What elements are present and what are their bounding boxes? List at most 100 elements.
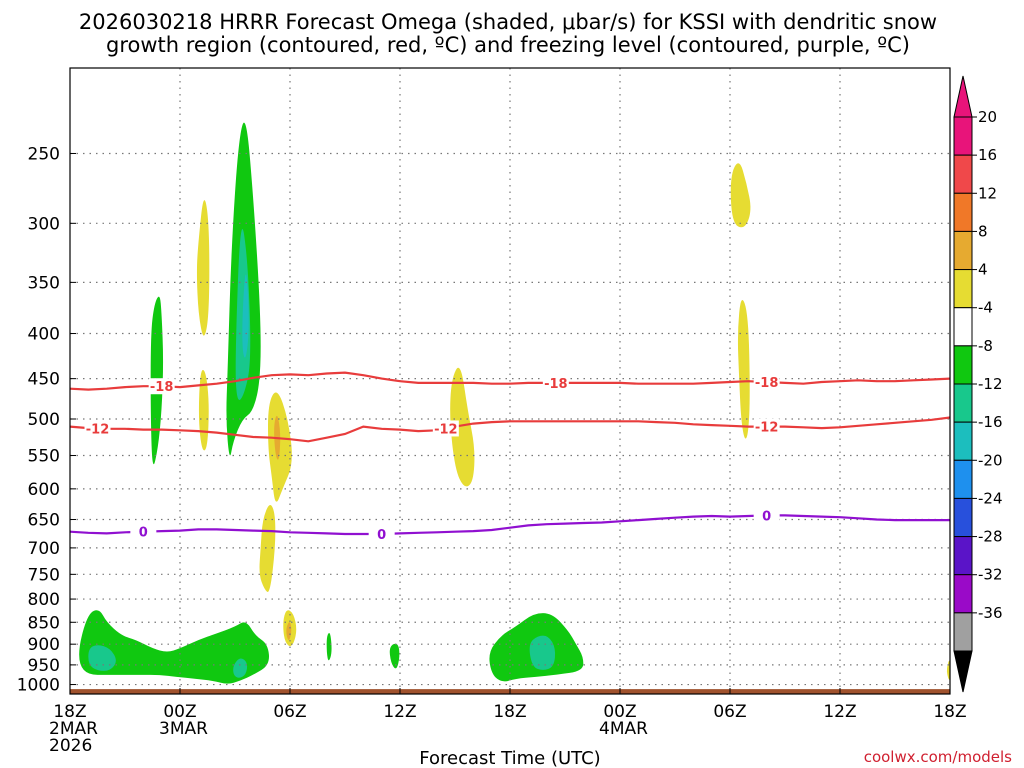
contour-line: [69, 416, 951, 443]
colorbar-bin: [953, 421, 973, 461]
contour-label-bg: [432, 420, 459, 437]
contour-label: -12: [755, 421, 779, 436]
omega-region-green-hh0-9: [79, 610, 270, 684]
colorbar-top-arrow: [953, 75, 973, 118]
x-tick-label: 2MAR: [49, 719, 98, 739]
omega-region-yellow-hh21: [450, 367, 475, 487]
colorbar-bin: [953, 116, 973, 156]
temperature-contours: -18 -18 -18 -12 -12 -12 0 0 0: [69, 371, 951, 543]
colorbar-bin: [953, 269, 973, 309]
contour-label: -12: [434, 422, 458, 437]
colorbar-label: -24: [978, 489, 1003, 507]
x-tick-label: 18Z: [933, 702, 966, 722]
colorbar-label: -36: [978, 604, 1003, 622]
omega-region-yellow-hh37-upper: [730, 163, 751, 228]
colorbar-bin: [953, 345, 973, 385]
contour-line: [69, 371, 951, 391]
contour-label-bg: [753, 507, 780, 524]
contour-label: -12: [86, 422, 110, 437]
contour-label: -18: [150, 380, 174, 395]
contour-label: -18: [544, 377, 568, 392]
y-tick-label: 700: [28, 539, 60, 559]
colorbar-label: 8: [978, 222, 988, 240]
y-tick-label: 350: [28, 273, 60, 293]
omega-region-yellow-hh37-mid: [737, 300, 750, 439]
y-tick-label: 900: [28, 635, 60, 655]
contour-label: 0: [139, 526, 148, 541]
colorbar-label: -4: [978, 299, 993, 317]
colorbar-label: -12: [978, 375, 1003, 393]
colorbar-bottom-arrow: [953, 650, 973, 693]
y-tick-label: 850: [28, 613, 60, 633]
x-tick-label: 00Z: [163, 702, 196, 722]
contour-label-bg: [542, 374, 569, 391]
contour-label: 0: [377, 528, 386, 543]
contour-label: -18: [755, 376, 779, 391]
y-tick-label: 650: [28, 511, 60, 531]
colorbar-bin: [953, 192, 973, 232]
colorbar-bin: [953, 383, 973, 423]
omega-shading: [79, 122, 950, 684]
x-tick-label: 06Z: [273, 702, 306, 722]
colorbar-bin: [953, 307, 973, 347]
colorbar-label: -16: [978, 413, 1003, 431]
colorbar-label: 12: [978, 184, 997, 202]
x-tick-label: 00Z: [603, 702, 636, 722]
y-tick-label: 950: [28, 656, 60, 676]
colorbar-bin: [953, 612, 973, 652]
omega-region-cyan-hh9: [242, 274, 249, 358]
colorbar-bin: [953, 230, 973, 271]
colorbar-bin: [953, 574, 973, 614]
y-tick-label: 400: [28, 325, 60, 345]
colorbar-label: -28: [978, 528, 1003, 546]
x-axis-label: Forecast Time (UTC): [419, 748, 600, 768]
colorbar-bin: [953, 536, 973, 576]
colorbar: 20 16 12 8 4 -4 -8 -12 -16 -20 -24 -28 -32 -36: [953, 75, 1003, 693]
colorbar-bin: [953, 459, 973, 499]
omega-region-yellow-hh7-upper: [196, 200, 210, 336]
x-tick-label: 12Z: [383, 702, 416, 722]
colorbar-label: -20: [978, 451, 1003, 469]
contour-label-bg: [148, 378, 175, 395]
omega-region-orange-hh12: [286, 622, 292, 641]
contour-label-bg: [84, 420, 111, 437]
x-tick-label: 12Z: [823, 702, 856, 722]
y-tick-label: 1000: [17, 676, 60, 696]
colorbar-label: -8: [978, 337, 993, 355]
colorbar-label: 4: [978, 261, 988, 279]
omega-region-yellow-hh48: [946, 660, 950, 680]
x-tick-label: 3MAR: [159, 719, 208, 739]
omega-region-teal-hh8: [233, 658, 248, 678]
y-tick-label: 450: [28, 370, 60, 390]
y-tick-label: 300: [28, 214, 60, 234]
chart-title-line-2: growth region (contoured, red, ºC) and f…: [106, 33, 910, 57]
colorbar-label: -32: [978, 566, 1003, 584]
y-axis-ticks: 2503003504004505005506006507007508008509…: [17, 144, 76, 696]
chart-title-line-1: 2026030218 HRRR Forecast Omega (shaded, …: [79, 10, 937, 34]
y-tick-label: 750: [28, 565, 60, 585]
x-tick-label: 18Z: [493, 702, 526, 722]
omega-region-green-hh14: [326, 633, 332, 661]
colorbar-label: 16: [978, 146, 997, 164]
omega-region-green-hh18: [389, 643, 400, 669]
contour-label: 0: [762, 509, 771, 524]
contour-line: [69, 514, 950, 536]
contour-label-bg: [753, 374, 780, 391]
contour-label-bg: [130, 523, 157, 540]
contour-label-bg: [753, 418, 780, 435]
x-tick-label: 2026: [49, 736, 92, 756]
y-tick-label: 600: [28, 480, 60, 500]
y-tick-label: 800: [28, 590, 60, 610]
colorbar-label: 20: [978, 108, 997, 126]
x-tick-label: 06Z: [713, 702, 746, 722]
contour-label-bg: [368, 525, 395, 542]
credit-text: coolwx.com/models: [864, 748, 1012, 766]
y-tick-label: 250: [28, 144, 60, 164]
omega-region-teal-hh1-2: [88, 645, 116, 671]
y-tick-label: 550: [28, 447, 60, 467]
y-tick-label: 500: [28, 410, 60, 430]
x-tick-label: 4MAR: [599, 719, 648, 739]
colorbar-bin: [953, 154, 973, 194]
